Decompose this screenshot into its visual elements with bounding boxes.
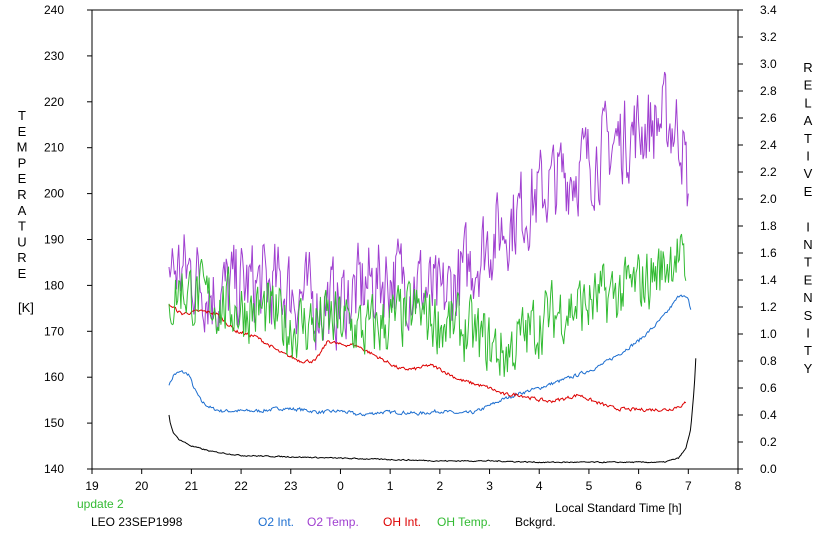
y-right-tick-label: 1.8 [760, 219, 777, 233]
y-left-tick-label: 220 [44, 95, 64, 109]
series-oh-temp-line [168, 233, 687, 377]
x-tick-label: 5 [586, 479, 593, 493]
series-o2-int-line [168, 294, 692, 417]
station-date-label: LEO 23SEP1998 [91, 515, 183, 529]
y-left-tick-label: 200 [44, 187, 64, 201]
x-tick-label: 22 [234, 479, 248, 493]
x-tick-label: 7 [685, 479, 692, 493]
x-tick-label: 19 [85, 479, 99, 493]
y-right-tick-label: 3.4 [760, 3, 777, 17]
y-right-tick-label: 1.2 [760, 300, 777, 314]
y-right-tick-label: 1.0 [760, 327, 777, 341]
status-text: update 2 [77, 497, 124, 511]
y-right-tick-label: 0.8 [760, 354, 777, 368]
y-right-tick-label: 2.2 [760, 165, 777, 179]
x-tick-label: 0 [337, 479, 344, 493]
y-left-tick-label: 170 [44, 324, 64, 338]
y-right-tick-label: 2.0 [760, 192, 777, 206]
y-right-tick-label: 2.4 [760, 138, 777, 152]
x-tick-label: 3 [486, 479, 493, 493]
plot-frame [91, 9, 739, 470]
y-left-tick-label: 230 [44, 49, 64, 63]
x-tick-label: 23 [284, 479, 298, 493]
y-right-tick-label: 1.6 [760, 246, 777, 260]
x-tick-label: 1 [387, 479, 394, 493]
legend-o2-temp: O2 Temp. [307, 515, 359, 529]
x-tick-label: 2 [437, 479, 444, 493]
y-right-tick-label: 0.2 [760, 435, 777, 449]
x-tick-label: 8 [735, 479, 742, 493]
left-axis-unit: [K] [18, 300, 34, 315]
y-left-tick-label: 240 [44, 3, 64, 17]
legend-bckgrd: Bckgrd. [515, 515, 556, 529]
x-tick-label: 21 [185, 479, 199, 493]
y-left-tick-label: 180 [44, 278, 64, 292]
legend-o2-int: O2 Int. [258, 515, 295, 529]
series-o2-temp-line [168, 71, 689, 351]
y-left-tick-label: 140 [44, 462, 64, 476]
y-left-tick-label: 160 [44, 370, 64, 384]
y-right-tick-label: 1.4 [760, 273, 777, 287]
y-left-tick-label: 210 [44, 141, 64, 155]
y-right-tick-label: 2.6 [760, 111, 777, 125]
y-left-tick-label: 190 [44, 233, 64, 247]
y-right-tick-label: 0.4 [760, 408, 777, 422]
x-axis-label: Local Standard Time [h] [555, 501, 682, 515]
y-left-tick-label: 150 [44, 416, 64, 430]
y-right-tick-label: 0.6 [760, 381, 777, 395]
y-right-tick-label: 0.0 [760, 462, 777, 476]
y-right-tick-label: 3.2 [760, 30, 777, 44]
series-bckgrd-line [168, 358, 697, 464]
legend-oh-temp: OH Temp. [437, 515, 491, 529]
y-right-tick-label: 2.8 [760, 84, 777, 98]
x-tick-label: 4 [536, 479, 543, 493]
x-tick-label: 20 [135, 479, 149, 493]
y-right-tick-label: 3.0 [760, 57, 777, 71]
series-oh-int-line [168, 304, 687, 413]
x-tick-label: 6 [635, 479, 642, 493]
legend-oh-int: OH Int. [383, 515, 422, 529]
